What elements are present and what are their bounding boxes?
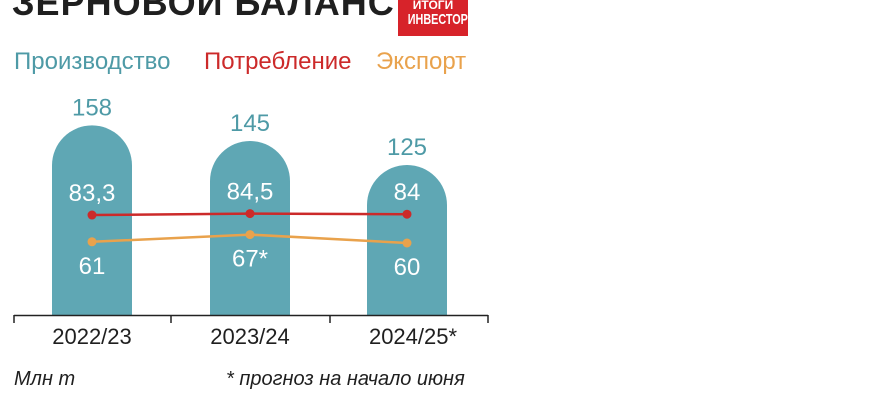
consumption-value-label: 83,3 — [69, 180, 116, 207]
export-point — [245, 230, 255, 240]
x-tick-label: 2023/24 — [210, 324, 290, 349]
lines-group: 83,3 84,5 84 61 67* 60 — [69, 179, 421, 281]
bar-value-label: 158 — [72, 94, 112, 121]
consumption-point — [402, 209, 412, 219]
export-value-label: 67* — [232, 246, 268, 273]
bar-production — [210, 141, 290, 315]
bar-value-label: 145 — [230, 110, 270, 137]
legend-export: Экспорт — [376, 48, 467, 75]
x-axis: 2022/23 2023/24 2024/25* — [13, 314, 489, 349]
logo-bottom-text: ИНВЕСТОР — [407, 11, 468, 28]
export-point — [402, 238, 412, 248]
bar-production — [52, 125, 132, 315]
export-value-label: 61 — [79, 253, 106, 280]
export-point — [87, 237, 97, 247]
logo-top-text: ИТОГИ — [412, 0, 454, 12]
consumption-point — [245, 209, 255, 219]
x-tick-label: 2024/25* — [369, 324, 458, 349]
legend-production: Производство — [14, 48, 171, 75]
export-value-label: 60 — [394, 254, 421, 281]
consumption-point — [87, 210, 97, 220]
bar-value-label: 125 — [387, 134, 427, 161]
legend-consumption: Потребление — [204, 48, 352, 75]
unit-label: Млн т — [14, 368, 76, 390]
x-tick-label: 2022/23 — [52, 324, 132, 349]
footnote: * прогноз на начало июня — [226, 368, 465, 390]
bars-group: 158 145 125 — [52, 94, 447, 315]
brand-logo: ИТОГИ ИНВЕСТОР — [398, 0, 468, 36]
chart-title: ЗЕРНОВОЙ БАЛАНС — [12, 0, 395, 23]
consumption-value-label: 84,5 — [227, 179, 274, 206]
consumption-value-label: 84 — [394, 179, 421, 206]
